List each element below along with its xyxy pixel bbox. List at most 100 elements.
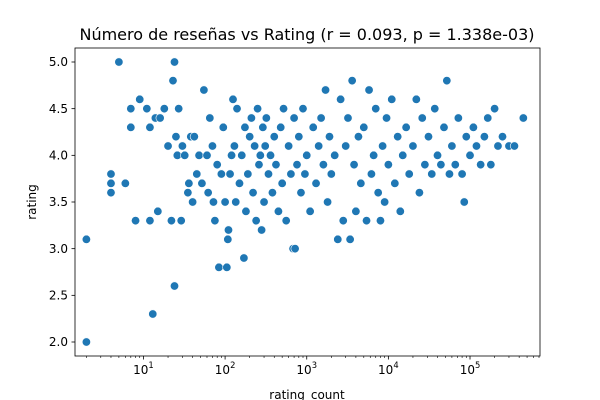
data-point: [324, 132, 334, 142]
y-tick-label: 2.5: [49, 289, 68, 303]
data-point: [341, 141, 351, 151]
data-point: [305, 206, 315, 216]
data-point: [461, 132, 471, 142]
data-point: [250, 141, 260, 151]
data-point: [170, 281, 180, 291]
data-point: [231, 197, 241, 207]
data-point: [442, 76, 452, 86]
data-point: [228, 94, 238, 104]
data-point: [254, 160, 264, 170]
data-point: [202, 150, 212, 160]
y-tick-label: 4.5: [49, 102, 68, 116]
data-point: [106, 178, 116, 188]
data-point: [479, 132, 489, 142]
data-point: [336, 94, 346, 104]
chart-title: Número de reseñas vs Rating (r = 0.093, …: [79, 25, 534, 44]
data-point: [208, 197, 218, 207]
data-point: [483, 113, 493, 123]
data-point: [257, 225, 267, 235]
data-point: [240, 122, 250, 132]
data-point: [163, 141, 173, 151]
data-point: [279, 104, 289, 114]
data-point: [227, 150, 237, 160]
y-tick-label: 2.0: [49, 335, 68, 349]
data-point: [210, 216, 220, 226]
data-point: [349, 160, 359, 170]
data-point: [114, 57, 124, 67]
data-point: [126, 122, 136, 132]
data-point: [333, 234, 343, 244]
data-point: [423, 132, 433, 142]
data-points: [81, 57, 528, 347]
data-point: [364, 85, 374, 95]
data-point: [457, 169, 467, 179]
data-point: [180, 150, 190, 160]
data-point: [261, 113, 271, 123]
data-point: [398, 150, 408, 160]
data-point: [281, 216, 291, 226]
data-point: [476, 160, 486, 170]
data-point: [338, 216, 348, 226]
data-point: [269, 132, 279, 142]
data-point: [382, 113, 392, 123]
data-point: [433, 150, 443, 160]
data-point: [218, 122, 228, 132]
data-point: [166, 216, 176, 226]
data-point: [223, 234, 233, 244]
data-point: [177, 141, 187, 151]
data-point: [271, 160, 281, 170]
data-point: [212, 160, 222, 170]
data-point: [345, 234, 355, 244]
data-point: [366, 169, 376, 179]
data-point: [229, 141, 239, 151]
data-point: [168, 76, 178, 86]
data-point: [239, 253, 249, 263]
data-point: [298, 104, 308, 114]
data-point: [393, 132, 403, 142]
data-point: [145, 216, 155, 226]
data-point: [311, 178, 321, 188]
data-point: [176, 216, 186, 226]
data-point: [486, 160, 496, 170]
data-point: [414, 188, 424, 198]
data-point: [263, 169, 273, 179]
data-point: [294, 132, 304, 142]
data-point: [371, 104, 381, 114]
data-point: [318, 160, 328, 170]
data-point: [375, 216, 385, 226]
y-tick-label: 4.0: [49, 149, 68, 163]
data-point: [183, 188, 193, 198]
data-point: [390, 178, 400, 188]
data-point: [411, 94, 421, 104]
data-point: [253, 104, 263, 114]
data-point: [255, 150, 265, 160]
data-point: [174, 104, 184, 114]
x-tick-label: 101: [133, 360, 154, 377]
data-point: [493, 141, 503, 151]
data-point: [408, 141, 418, 151]
data-point: [468, 122, 478, 132]
x-tick-label: 103: [296, 360, 317, 377]
data-point: [518, 113, 528, 123]
data-point: [277, 178, 287, 188]
data-point: [289, 113, 299, 123]
data-point: [259, 197, 269, 207]
data-point: [207, 141, 217, 151]
data-point: [323, 197, 333, 207]
data-point: [369, 150, 379, 160]
data-point: [316, 113, 326, 123]
data-point: [509, 141, 519, 151]
data-point: [343, 113, 353, 123]
data-point: [459, 197, 469, 207]
data-point: [131, 216, 141, 226]
data-point: [471, 141, 481, 151]
data-point: [225, 169, 235, 179]
data-point: [81, 234, 91, 244]
data-point: [251, 216, 261, 226]
data-point: [197, 178, 207, 188]
data-point: [447, 141, 457, 151]
data-point: [453, 113, 463, 123]
data-point: [245, 132, 255, 142]
data-point: [243, 169, 253, 179]
data-point: [153, 206, 163, 216]
